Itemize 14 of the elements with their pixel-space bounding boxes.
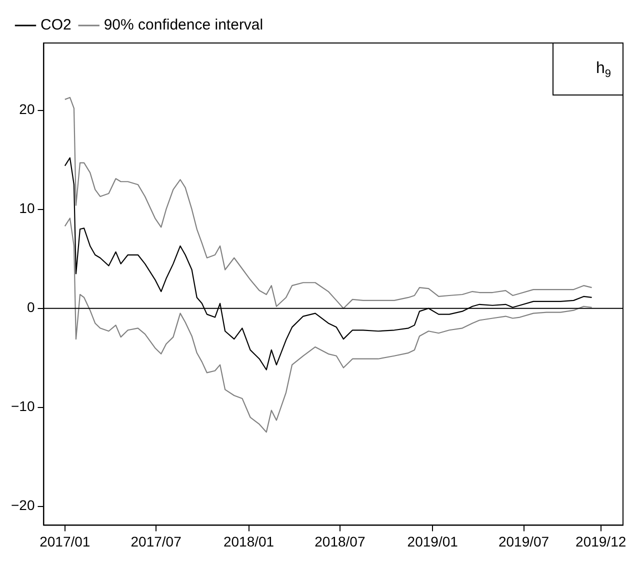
y-tick-label: 0 xyxy=(26,299,35,316)
x-tick-label: 2018/07 xyxy=(314,533,366,550)
x-tick-label: 2017/07 xyxy=(130,533,182,550)
x-tick-label: 2017/01 xyxy=(40,533,90,550)
y-tick-label: −10 xyxy=(11,398,35,414)
y-tick-label: −20 xyxy=(11,497,35,514)
y-tick-label: 20 xyxy=(19,101,35,118)
legend-label: 90% confidence interval xyxy=(104,16,264,34)
x-tick-label: 2018/01 xyxy=(223,533,274,550)
x-tick-label: 2019/07 xyxy=(498,533,550,550)
legend-label: CO2 xyxy=(40,16,72,34)
y-tick-label: 10 xyxy=(19,200,35,216)
x-tick-label: 2019/01 xyxy=(407,533,458,550)
x-tick-label: 2019/12 xyxy=(576,533,626,550)
